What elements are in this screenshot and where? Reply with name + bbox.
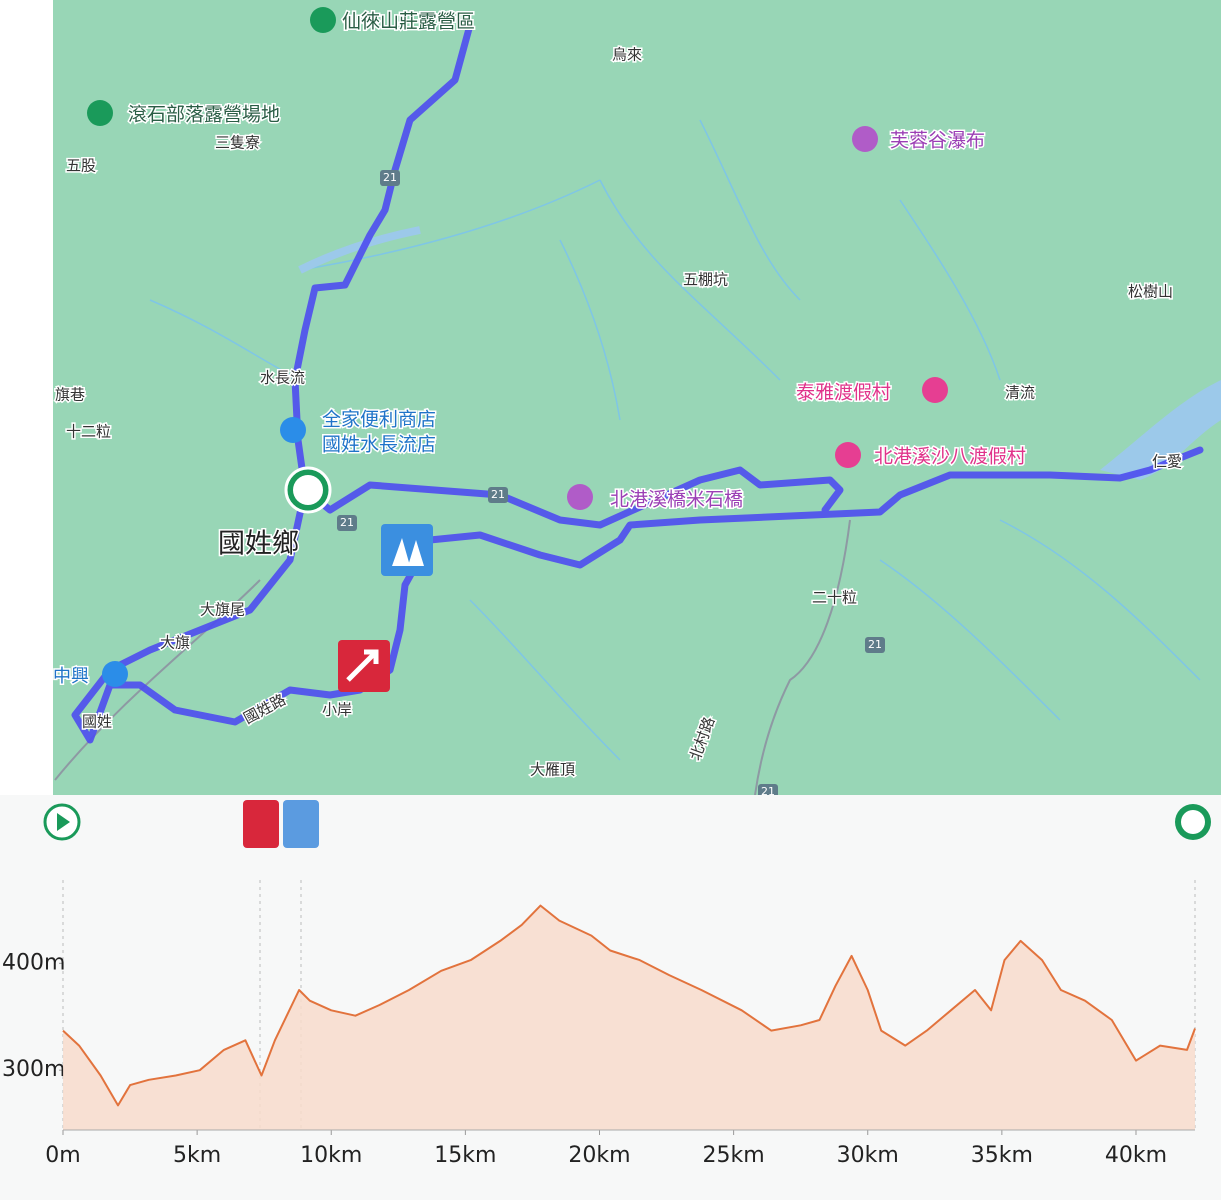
place-label: 五棚坑 — [683, 271, 728, 289]
place-label: 國姓 — [82, 713, 112, 731]
place-label: 芙蓉谷瀑布 — [890, 130, 985, 152]
place-label: 仁愛 — [1152, 453, 1182, 471]
place-label: 清流 — [1005, 384, 1035, 402]
place-label: 三隻寮 — [215, 134, 260, 152]
place-label: 松樹山 — [1128, 283, 1173, 301]
x-tick-label: 5km — [173, 1143, 221, 1168]
shop-icon[interactable] — [102, 661, 128, 687]
x-tick-label: 25km — [703, 1143, 765, 1168]
finish-icon-inner — [1181, 810, 1205, 834]
elevation-line — [62, 904, 1196, 1107]
road-shield — [380, 170, 400, 186]
river — [1100, 380, 1221, 480]
elevation-chart: 300m 400m 0m 5km 10km 15km 20km 25km 30km 35km 40k… — [0, 795, 1221, 1200]
hotel-icon[interactable] — [922, 377, 948, 403]
markers — [87, 7, 948, 692]
y-tick-label: 400m — [2, 950, 65, 975]
summit-icon[interactable] — [283, 800, 319, 848]
x-tick-label: 15km — [434, 1143, 496, 1168]
place-label: 國姓鄉 — [218, 529, 299, 560]
place-label: 水長流 — [260, 369, 305, 387]
x-tick-label: 10km — [300, 1143, 362, 1168]
road-shield — [337, 515, 357, 531]
climb-icon[interactable] — [243, 800, 279, 848]
place-label: 北港溪橋米石橋 — [610, 489, 743, 511]
elevation-area — [63, 905, 1195, 1130]
finish-marker-inner — [293, 475, 323, 505]
start-arrow — [57, 813, 70, 831]
place-label: 小岸 — [322, 701, 352, 719]
road-shield — [488, 487, 508, 503]
place-label: 北港溪沙八渡假村 — [874, 446, 1026, 468]
road-number: 21 — [868, 638, 882, 651]
x-tick-label: 20km — [568, 1143, 630, 1168]
place-label: 二十粒 — [812, 589, 857, 607]
store-icon[interactable] — [280, 417, 306, 443]
road-number: 21 — [761, 785, 775, 798]
landmark-icon[interactable] — [567, 484, 593, 510]
roads — [54, 519, 851, 796]
map-background — [53, 0, 1221, 795]
place-label: 大旗 — [160, 634, 190, 652]
place-label: 仙徠山莊露營區 — [342, 11, 475, 33]
resort-icon[interactable] — [835, 442, 861, 468]
road-number: 21 — [383, 171, 397, 184]
climb-icon — [346, 649, 379, 682]
camp-icon[interactable] — [310, 7, 336, 33]
road-number: 21 — [491, 488, 505, 501]
place-label: 全家便利商店 — [322, 409, 436, 431]
place-label: 大旗尾 — [200, 601, 245, 619]
road-shield — [865, 637, 885, 653]
x-tick-label: 40km — [1105, 1143, 1167, 1168]
place-label: 中興 — [53, 666, 89, 687]
x-tick-label: 35km — [971, 1143, 1033, 1168]
place-label: 國姓水長流店 — [322, 434, 436, 456]
place-label: 旗巷 — [55, 386, 85, 404]
place-label: 大雁頂 — [530, 761, 575, 779]
photo-icon[interactable] — [852, 126, 878, 152]
river — [298, 226, 421, 274]
camp-icon[interactable] — [87, 100, 113, 126]
rivers — [149, 119, 1201, 761]
road-number: 21 — [340, 516, 354, 529]
summit-marker[interactable] — [381, 524, 433, 576]
place-label: 烏來 — [612, 46, 642, 64]
place-label: 十二粒 — [66, 423, 111, 441]
place-label: 滾石部落露營場地 — [128, 104, 280, 126]
y-tick-label: 300m — [2, 1057, 65, 1082]
x-tick-label: 30km — [837, 1143, 899, 1168]
x-tick-label: 0m — [45, 1143, 80, 1168]
place-label: 泰雅渡假村 — [796, 382, 891, 404]
place-label: 五股 — [66, 157, 96, 175]
summit-icon — [392, 538, 424, 566]
